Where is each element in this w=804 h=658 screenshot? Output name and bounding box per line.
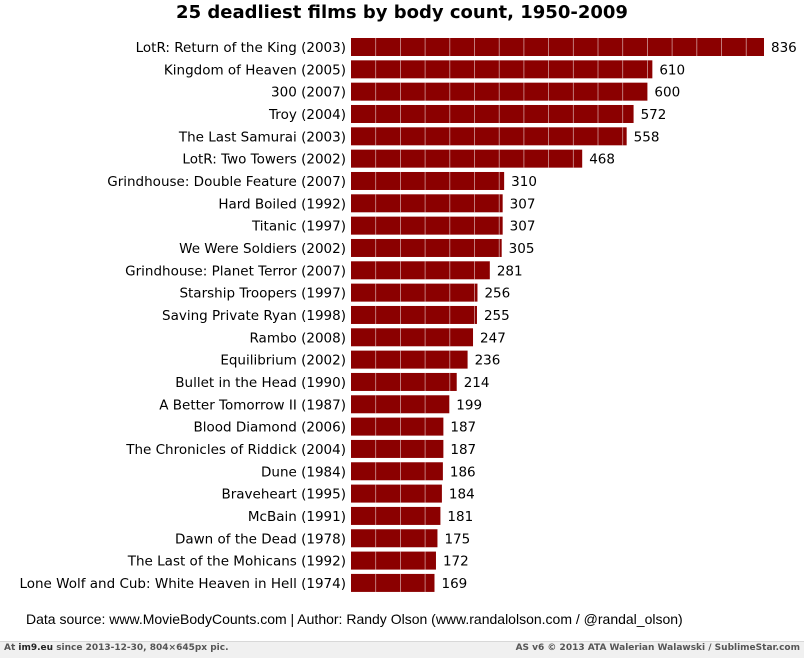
value-label: 305 — [509, 241, 535, 257]
bar — [351, 171, 505, 190]
value-label: 468 — [589, 152, 615, 168]
bar — [351, 38, 764, 56]
category-label: Blood Diamond (2006) — [193, 420, 346, 436]
category-label: Bullet in the Head (1990) — [175, 375, 346, 391]
value-label: 310 — [511, 174, 537, 190]
value-label: 247 — [480, 330, 506, 346]
category-label: LotR: Return of the King (2003) — [136, 40, 346, 56]
value-label: 558 — [634, 129, 660, 145]
bar — [351, 372, 457, 391]
bar — [351, 573, 435, 592]
bar — [351, 529, 438, 548]
value-label: 187 — [450, 420, 476, 436]
bar — [351, 328, 474, 347]
category-label: Hard Boiled (1992) — [218, 196, 346, 212]
value-label: 199 — [456, 397, 482, 413]
bar — [351, 216, 503, 235]
category-label: Grindhouse: Double Feature (2007) — [107, 174, 346, 190]
value-label: 236 — [475, 353, 501, 369]
bar — [351, 506, 441, 525]
category-label: Troy (2004) — [268, 107, 346, 123]
category-label: Lone Wolf and Cub: White Heaven in Hell … — [19, 576, 346, 592]
bar — [351, 238, 502, 257]
category-label: Starship Troopers (1997) — [179, 286, 346, 302]
value-label: 256 — [484, 286, 510, 302]
value-label: 169 — [441, 576, 467, 592]
bar — [351, 194, 503, 213]
category-label: Rambo (2008) — [249, 330, 346, 346]
value-label: 307 — [510, 219, 536, 235]
bar — [351, 127, 627, 146]
value-label: 181 — [447, 509, 473, 525]
footer-site-link[interactable]: im9.eu — [18, 643, 54, 653]
bar — [351, 551, 436, 570]
category-label: Titanic (1997) — [251, 219, 346, 235]
category-label: The Last Samurai (2003) — [178, 129, 346, 145]
footer-right-text: AS v6 © 2013 ATA Walerian Walawski / Sub… — [515, 643, 800, 653]
bar-chart: LotR: Return of the King (2003) 836 Kingdo… — [19, 38, 797, 592]
bar — [351, 283, 478, 302]
bar — [351, 149, 583, 168]
category-label: Dune (1984) — [261, 464, 346, 480]
value-label: 186 — [450, 464, 476, 480]
value-label: 836 — [771, 40, 797, 56]
value-label: 610 — [659, 62, 685, 78]
category-label: The Chronicles of Riddick (2004) — [125, 442, 346, 458]
bar — [351, 305, 477, 324]
category-label: Saving Private Ryan (1998) — [162, 308, 346, 324]
bar — [351, 261, 490, 280]
category-label: Dawn of the Dead (1978) — [175, 531, 346, 547]
value-label: 255 — [484, 308, 510, 324]
bar — [351, 104, 634, 123]
chart-title: 25 deadliest films by body count, 1950-2… — [176, 2, 628, 23]
value-label: 572 — [641, 107, 667, 123]
bar — [351, 60, 653, 79]
value-label: 175 — [444, 531, 470, 547]
bar — [351, 484, 442, 503]
category-label: Kingdom of Heaven (2005) — [164, 62, 346, 78]
footer-prefix: At — [4, 643, 19, 653]
value-label: 214 — [464, 375, 490, 391]
category-label: 300 (2007) — [271, 85, 346, 101]
value-label: 307 — [510, 196, 536, 212]
bar — [351, 350, 468, 369]
value-label: 281 — [497, 263, 523, 279]
category-label: Braveheart (1995) — [221, 487, 346, 503]
footer-since: since 2013-12-30, 804×645px pic. — [53, 643, 229, 653]
category-label: Grindhouse: Planet Terror (2007) — [125, 263, 346, 279]
category-label: LotR: Two Towers (2002) — [182, 152, 346, 168]
value-label: 172 — [443, 554, 469, 570]
footer-left-text: At im9.eu since 2013-12-30, 804×645px pi… — [4, 643, 229, 653]
value-label: 187 — [450, 442, 476, 458]
bar — [351, 417, 444, 436]
category-label: The Last of the Mohicans (1992) — [127, 554, 346, 570]
data-source-note: Data source: www.MovieBodyCounts.com | A… — [26, 611, 683, 627]
category-label: Equilibrium (2002) — [220, 353, 346, 369]
value-label: 184 — [449, 487, 475, 503]
category-label: McBain (1991) — [248, 509, 346, 525]
bar — [351, 439, 444, 458]
bar — [351, 462, 443, 481]
category-label: A Better Tomorrow II (1987) — [159, 397, 346, 413]
footer-bar: At im9.eu since 2013-12-30, 804×645px pi… — [0, 641, 804, 658]
value-label: 600 — [654, 85, 680, 101]
category-label: We Were Soldiers (2002) — [179, 241, 346, 257]
